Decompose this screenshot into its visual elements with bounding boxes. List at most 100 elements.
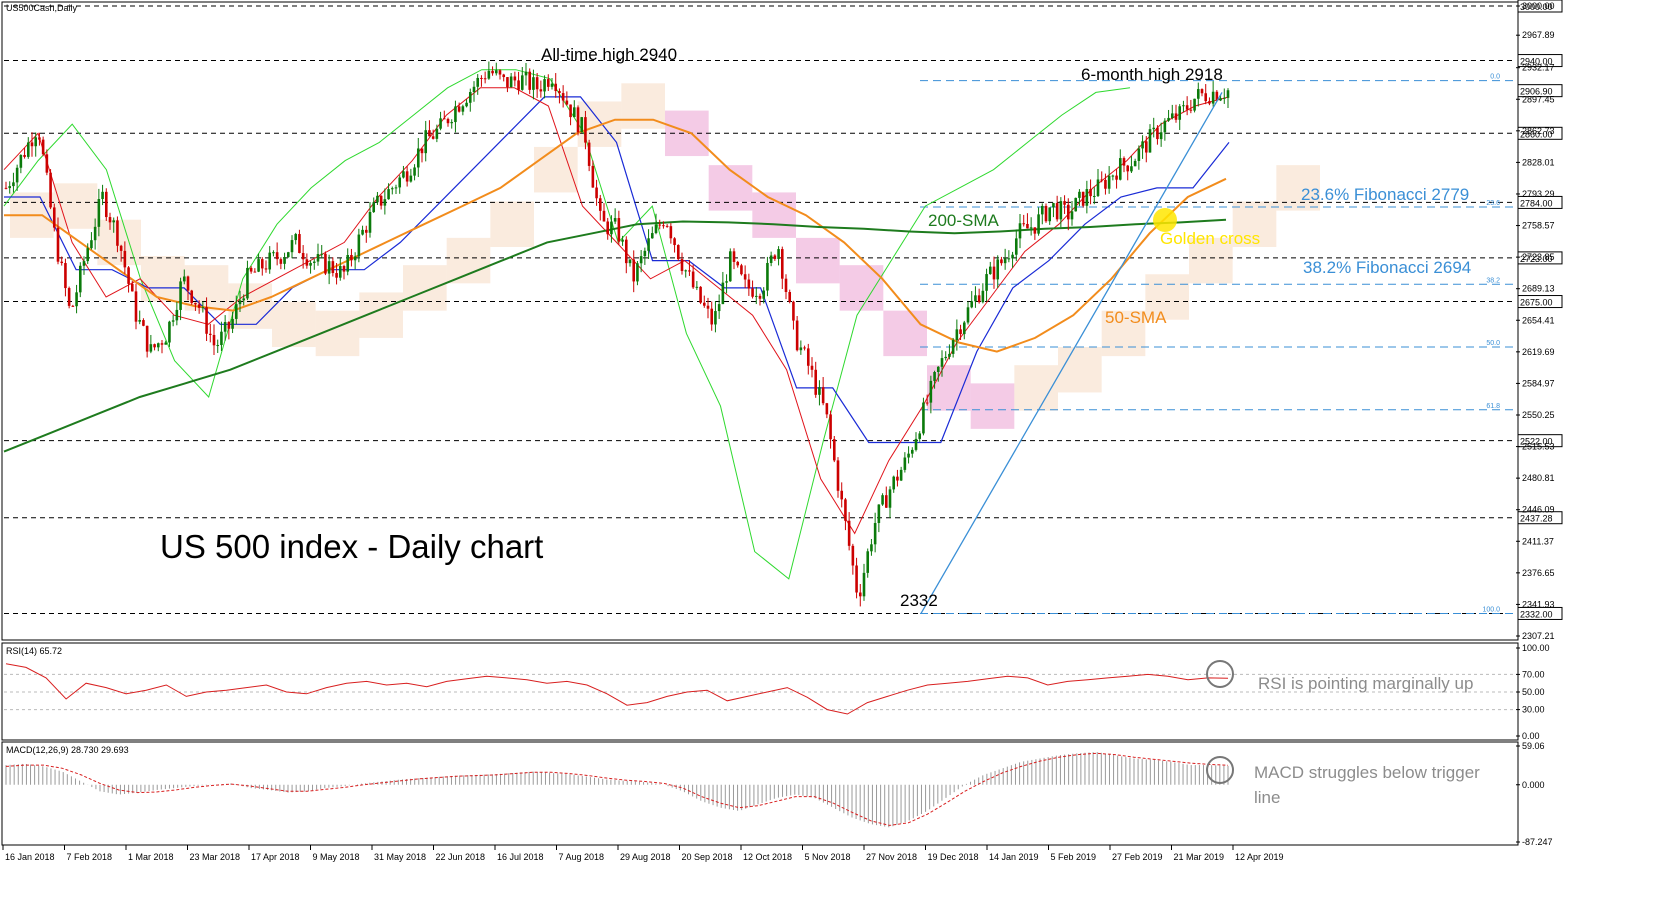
candle-body — [23, 155, 26, 157]
cloud-segment — [1145, 274, 1189, 320]
candle-body — [78, 265, 82, 293]
candle-body — [840, 490, 844, 500]
candle-body — [851, 545, 855, 566]
candle-body — [595, 187, 598, 199]
candle-body — [116, 220, 119, 246]
price-tick-label: 2689.13 — [1522, 284, 1555, 294]
cloud-segment — [53, 183, 98, 229]
low-label: 2332 — [900, 591, 938, 610]
candle-body — [134, 291, 138, 322]
candle-body — [922, 402, 925, 434]
candle-body — [662, 225, 665, 227]
fibonacci-levels: 0.0 23.6 38.2 50.0 61.8 100.0 — [920, 74, 1516, 614]
candle-body — [446, 118, 450, 124]
ichimoku-cloud — [10, 83, 1320, 429]
price-tick-label: 3000.00 — [1522, 1, 1555, 11]
candle-body — [959, 329, 962, 335]
level-label: 2860.00 — [1520, 129, 1553, 139]
candle-body — [168, 321, 171, 343]
candle-body — [546, 79, 550, 87]
candle-body — [1130, 166, 1133, 172]
cloud-segment — [883, 310, 927, 357]
candle-body — [1170, 113, 1174, 118]
candle-body — [513, 76, 517, 81]
level-label: 2723.00 — [1520, 254, 1553, 264]
rsi-tick-label: 50.00 — [1522, 687, 1545, 697]
candle-body — [747, 279, 751, 289]
candle-body — [598, 198, 602, 211]
candle-body — [1100, 179, 1104, 181]
candle-body — [517, 80, 520, 90]
candle-body — [1174, 113, 1178, 120]
candle-body — [706, 305, 710, 309]
macd-note-line1: MACD struggles below trigger — [1254, 763, 1480, 782]
candle-body — [1003, 258, 1007, 264]
candle-body — [732, 251, 736, 262]
rsi-indicator-label: RSI(14) 65.72 — [6, 646, 62, 656]
candle-body — [249, 267, 253, 272]
candle-body — [1063, 201, 1066, 205]
candle-body — [272, 252, 275, 254]
candle-body — [665, 225, 669, 227]
candle-body — [621, 239, 624, 242]
candle-body — [877, 504, 881, 524]
candle-body — [86, 248, 90, 262]
candle-body — [1014, 238, 1018, 255]
candle-body — [97, 199, 101, 227]
candle-body — [955, 329, 959, 341]
candle-body — [364, 229, 368, 233]
time-tick-label: 17 Apr 2018 — [251, 852, 300, 862]
time-tick-label: 20 Sep 2018 — [682, 852, 733, 862]
candle-body — [951, 340, 955, 354]
candle-body — [591, 165, 595, 188]
candle-body — [283, 257, 286, 264]
candle-body — [164, 342, 168, 345]
candle-body — [208, 333, 212, 335]
candle-body — [602, 210, 606, 222]
candle-body — [342, 266, 346, 272]
candle-body — [309, 262, 312, 266]
time-tick-label: 19 Dec 2018 — [928, 852, 979, 862]
cloud-segment — [534, 146, 578, 193]
candle-body — [346, 255, 350, 272]
candle-body — [1211, 91, 1215, 104]
candle-body — [981, 290, 985, 303]
candle-body — [803, 347, 806, 349]
cloud-segment — [839, 265, 884, 311]
price-tick-label: 2307.21 — [1522, 631, 1555, 641]
candle-body — [870, 544, 873, 552]
candle-body — [532, 77, 535, 90]
level-label: 2784.00 — [1520, 198, 1553, 208]
candle-body — [721, 282, 725, 305]
fibonacci-level-label: 61.8 — [1486, 403, 1500, 410]
candle-body — [494, 70, 498, 74]
candle-body — [647, 238, 650, 251]
candle-body — [67, 288, 71, 306]
macd-tick-label: 59.06 — [1522, 741, 1545, 751]
time-tick-label: 9 May 2018 — [313, 852, 360, 862]
candle-body — [910, 449, 914, 454]
candle-body — [142, 320, 145, 326]
candle-body — [1055, 203, 1059, 220]
candle-body — [435, 128, 439, 139]
candle-body — [182, 276, 186, 282]
candle-body — [725, 281, 728, 283]
price-tick-label: 2446.09 — [1522, 505, 1555, 515]
candle-body — [390, 188, 394, 190]
candle-body — [699, 286, 702, 303]
candle-body — [669, 226, 673, 239]
candle-body — [160, 343, 164, 345]
candle-body — [387, 189, 390, 200]
candle-body — [480, 77, 483, 79]
candle-body — [1096, 179, 1100, 196]
candle-body — [130, 283, 134, 292]
candle-body — [1078, 191, 1081, 198]
candle-body — [777, 249, 780, 259]
candle-body — [197, 304, 201, 308]
sma200-label: 200-SMA — [928, 211, 1000, 230]
candle-body — [38, 137, 41, 140]
candle-body — [52, 207, 56, 228]
fib-236-label: 23.6% Fibonacci 2779 — [1301, 185, 1469, 204]
price-tick-label: 2793.29 — [1522, 189, 1555, 199]
candle-body — [962, 322, 966, 335]
